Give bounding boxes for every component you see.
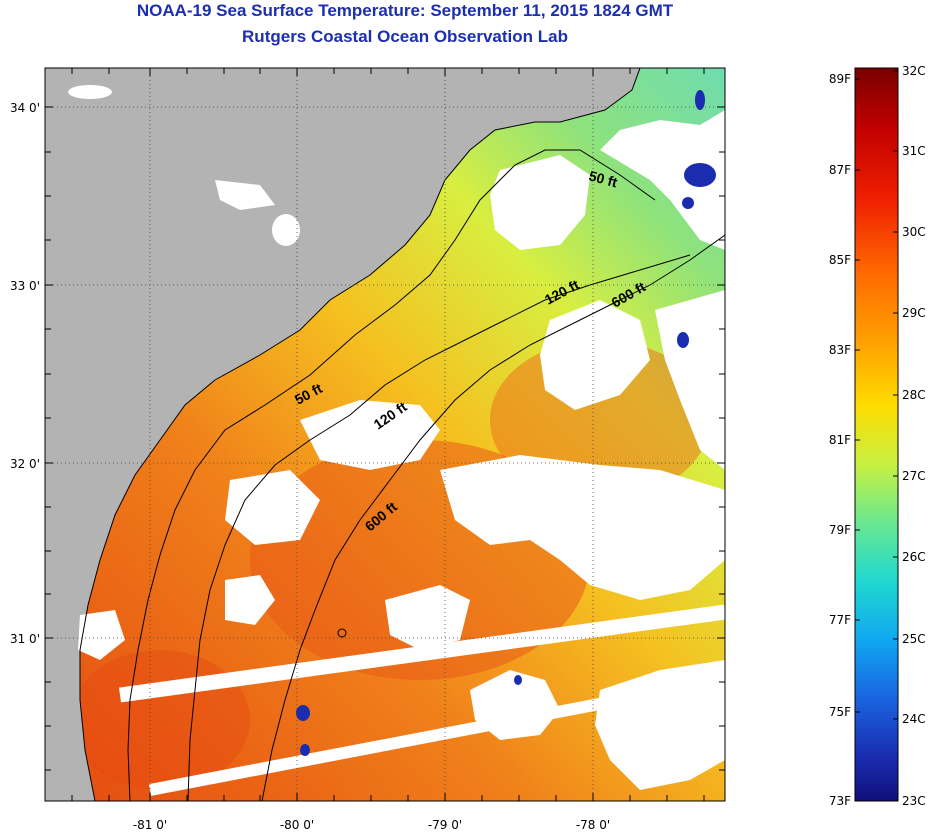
colorbar-label-c: 27C: [902, 469, 926, 483]
cloud-cover: [68, 85, 725, 790]
temperature-colorbar: 89F 87F 85F 83F 81F 79F 77F 75F 73F 32C …: [829, 64, 926, 808]
latitude-tick-label: 33 0': [10, 279, 40, 293]
coastline: [79, 68, 641, 801]
longitude-tick-label: -80 0': [280, 818, 314, 832]
colorbar-label-c: 31C: [902, 144, 926, 158]
contour-label: 50 ft: [587, 167, 619, 190]
map-frame: [44, 67, 726, 802]
colorbar-label-c: 32C: [902, 64, 926, 78]
longitude-tick-label: -79 0': [428, 818, 462, 832]
colorbar-label-f: 79F: [829, 523, 851, 537]
colorbar-label-c: 26C: [902, 550, 926, 564]
lat-lon-grid: [45, 68, 725, 801]
land-mass: [45, 68, 640, 801]
colorbar-label-c: 25C: [902, 632, 926, 646]
colorbar-label-f: 81F: [829, 433, 851, 447]
longitude-tick-label: -81 0': [133, 818, 167, 832]
colorbar-label-c: 23C: [902, 794, 926, 808]
colorbar-label-f: 87F: [829, 163, 851, 177]
colorbar-label-f: 89F: [829, 72, 851, 86]
colorbar-label-f: 77F: [829, 613, 851, 627]
latitude-tick-label: 31 0': [10, 632, 40, 646]
colorbar-label-f: 73F: [829, 794, 851, 808]
colorbar-label-c: 28C: [902, 388, 926, 402]
latitude-tick-label: 32 0': [10, 457, 40, 471]
map-area: 50 ft 120 ft 600 ft 50 ft 120 ft 600 ft: [45, 68, 725, 801]
map-title: NOAA-19 Sea Surface Temperature: Septemb…: [136, 1, 674, 20]
colorbar-label-c: 30C: [902, 225, 926, 239]
colorbar-label-f: 75F: [829, 705, 851, 719]
contour-line-50ft: [127, 149, 656, 801]
contour-line-120ft: [187, 254, 691, 801]
station-marker: [337, 628, 347, 638]
colorbar-gradient: [854, 67, 899, 802]
map-subtitle: Rutgers Coastal Ocean Observation Lab: [242, 27, 568, 46]
axis-ticks: [45, 68, 725, 801]
contour-line-600ft: [261, 234, 725, 801]
longitude-tick-label: -78 0': [576, 818, 610, 832]
warm-water-region: [70, 650, 250, 790]
colorbar-ticks: [855, 70, 898, 720]
colorbar-label-f: 85F: [829, 253, 851, 267]
colorbar-label-c: 24C: [902, 712, 926, 726]
latitude-tick-label: 34 0': [10, 101, 40, 115]
cold-water-patches: [296, 90, 716, 756]
swath-gap-stripes: [118, 604, 725, 796]
colorbar-label-c: 29C: [902, 306, 926, 320]
colorbar-label-f: 83F: [829, 343, 851, 357]
